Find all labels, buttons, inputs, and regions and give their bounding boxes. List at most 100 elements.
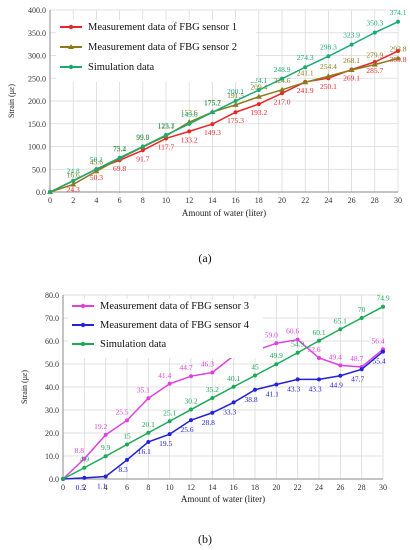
x-tick-label: 20 — [278, 196, 286, 205]
data-label: 43.3 — [287, 384, 300, 393]
data-label: 30.2 — [184, 397, 197, 406]
data-label: 60.6 — [286, 327, 299, 336]
series-line — [62, 351, 384, 480]
data-label: 91.7 — [136, 154, 149, 163]
x-axis-title: Amount of water (liter) — [182, 208, 266, 218]
x-tick-label: 22 — [301, 196, 309, 205]
data-label: 15 — [123, 432, 131, 441]
data-label: 8.8 — [75, 446, 85, 455]
data-point — [189, 418, 193, 423]
data-point — [71, 178, 76, 183]
data-label: 43.3 — [308, 384, 321, 393]
data-label: 24.3 — [67, 185, 80, 194]
data-point — [231, 384, 236, 389]
data-point — [280, 76, 284, 81]
data-label: 224.1 — [250, 76, 267, 85]
series-line — [62, 306, 384, 480]
data-label: 49.9 — [270, 351, 283, 360]
data-label: 117.7 — [158, 142, 175, 151]
data-label: 285.7 — [366, 66, 383, 75]
data-label: 49.4 — [329, 352, 342, 361]
y-tick-label: 300.0 — [28, 52, 46, 61]
data-label: 279.9 — [366, 51, 383, 60]
data-label: 175.2 — [204, 98, 221, 107]
x-tick-label: 4 — [104, 483, 108, 492]
data-label: 45 — [251, 363, 259, 372]
data-point — [125, 418, 129, 423]
data-point — [103, 432, 108, 437]
data-point — [140, 148, 145, 153]
data-label: 40.1 — [227, 374, 240, 383]
data-label: 254.4 — [320, 62, 337, 71]
legend-marker — [80, 322, 86, 328]
x-tick-label: 22 — [294, 483, 302, 492]
data-point — [279, 86, 285, 92]
x-axis-title: Amount of water (liter) — [181, 494, 265, 504]
chart-panel-b: 0.010.020.030.040.050.060.070.080.00 2 4 6 8… — [20, 291, 390, 546]
x-tick-label: 18 — [251, 483, 259, 492]
data-label: 20.1 — [142, 420, 155, 429]
data-point — [146, 430, 151, 435]
data-label: 38.8 — [244, 395, 257, 404]
legend: Measurement data of FBG sensor 3 Measurem… — [68, 299, 263, 358]
data-point — [349, 42, 354, 47]
data-label: 65.1 — [334, 316, 347, 325]
data-label: 193.2 — [250, 108, 267, 117]
data-label: 1.1 — [97, 481, 107, 490]
data-label: 46.3 — [201, 360, 214, 369]
legend-marker — [80, 341, 86, 347]
legend: Measurement data of FBG sensor 1 Measurem… — [56, 20, 256, 82]
x-tick-label: 0 — [61, 483, 65, 492]
data-label: 44.9 — [330, 381, 343, 390]
data-point — [82, 475, 87, 480]
data-label: 269.1 — [343, 74, 360, 83]
legend-box — [68, 299, 263, 358]
data-label: 123.1 — [158, 122, 175, 131]
x-tick-label: 18 — [255, 196, 263, 205]
data-label: 33.3 — [223, 407, 236, 416]
data-point — [103, 474, 108, 479]
x-tick-label: 8 — [141, 196, 145, 205]
x-tick-label: 8 — [146, 483, 150, 492]
series-line — [49, 21, 399, 193]
data-point — [381, 304, 385, 309]
data-label: 16.6 — [67, 170, 80, 179]
legend-marker — [68, 64, 74, 70]
y-tick-label: 30.0 — [45, 406, 59, 415]
panel-label: (b) — [198, 532, 212, 546]
data-point — [189, 407, 193, 412]
series-line — [49, 57, 399, 193]
data-point — [395, 55, 401, 61]
data-label: 16.1 — [138, 447, 151, 456]
legend-label: Measurement data of FBG sensor 3 — [100, 301, 249, 312]
x-tick-label: 6 — [118, 196, 122, 205]
data-point — [338, 363, 343, 368]
data-label: 56.4 — [371, 336, 384, 345]
data-point — [253, 387, 257, 392]
y-tick-label: 60.0 — [45, 337, 59, 346]
y-tick-label: 20.0 — [45, 429, 59, 438]
data-point — [167, 432, 172, 437]
data-point — [164, 132, 168, 137]
data-point — [338, 373, 343, 378]
data-label: 4.9 — [80, 455, 90, 464]
data-label: 125.3 — [158, 121, 175, 130]
data-point — [303, 65, 308, 70]
data-label: 298.3 — [320, 42, 337, 51]
x-tick-label: 10 — [162, 196, 170, 205]
data-point — [125, 442, 129, 447]
x-tick-label: 20 — [272, 483, 280, 492]
data-point — [396, 49, 400, 54]
data-label: 74.9 — [376, 294, 389, 303]
x-tick-label: 2 — [82, 483, 86, 492]
data-label: 9.9 — [101, 443, 111, 452]
data-point — [274, 382, 279, 387]
x-tick-label: 14 — [208, 483, 216, 492]
data-label: 47.7 — [351, 374, 364, 383]
y-tick-label: 0.0 — [49, 475, 59, 484]
data-point — [210, 122, 215, 127]
data-point — [255, 93, 262, 99]
data-point — [232, 101, 239, 107]
data-point — [189, 374, 193, 379]
data-label: 48.7 — [350, 354, 363, 363]
